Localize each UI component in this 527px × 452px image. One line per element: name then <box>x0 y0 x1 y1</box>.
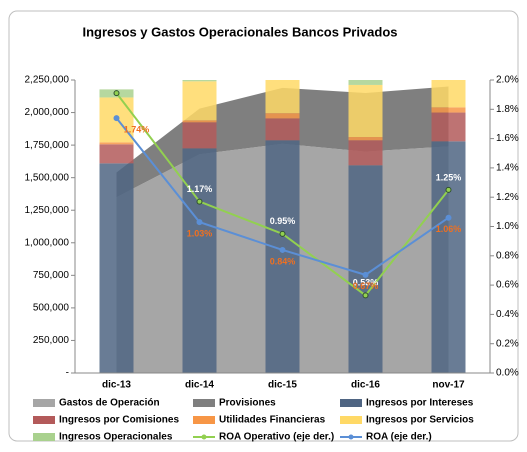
y-tick-label: 2,000,000 <box>25 107 70 118</box>
y-tick-label: 1,000,000 <box>25 237 70 248</box>
bar <box>182 120 217 123</box>
x-tick-label: dic-13 <box>102 380 131 391</box>
bar <box>99 163 134 373</box>
legend-label: Ingresos por Servicios <box>366 415 474 426</box>
data-label: 0.53% <box>353 278 379 288</box>
legend-marker <box>348 434 354 440</box>
y2-tick-label: 1.8% <box>496 104 519 115</box>
bar <box>348 137 383 141</box>
y2-tick-label: 0.6% <box>496 280 519 291</box>
legend-label: Gastos de Operación <box>59 398 160 409</box>
y-tick-label: 250,000 <box>33 335 70 346</box>
bar <box>182 81 217 121</box>
legend-swatch <box>340 416 362 424</box>
y2-tick-label: 2.0% <box>496 75 519 86</box>
data-label: 1.91% <box>102 76 128 86</box>
y2-tick-label: 0.8% <box>496 250 519 261</box>
x-tick-label: dic-15 <box>268 380 297 391</box>
y-tick-label: 500,000 <box>33 303 70 314</box>
y2-tick-label: 0.2% <box>496 338 519 349</box>
line-marker <box>113 115 120 122</box>
x-tick-label: nov-17 <box>432 380 465 391</box>
legend-swatch <box>33 399 55 407</box>
legend-label: Ingresos por Comisiones <box>59 415 179 426</box>
bar <box>265 118 300 141</box>
bar <box>348 140 383 166</box>
bar <box>431 107 466 113</box>
legend-swatch <box>33 433 55 441</box>
bar <box>182 80 217 82</box>
legend-marker <box>201 434 207 440</box>
y2-tick-label: 1.6% <box>496 133 519 144</box>
bar <box>348 84 383 138</box>
legend-swatch <box>33 416 55 424</box>
line-marker <box>362 292 369 299</box>
data-label: 1.74% <box>124 124 150 134</box>
line-marker <box>279 230 286 237</box>
bar <box>265 113 300 119</box>
y-tick-label: 1,250,000 <box>25 205 70 216</box>
line-marker <box>196 219 203 226</box>
legend-label: Ingresos Operacionales <box>59 432 173 443</box>
line-marker <box>113 90 120 97</box>
y-tick-label: 2,250,000 <box>25 75 70 86</box>
legend-label: ROA (eje der.) <box>366 432 432 443</box>
bar <box>348 165 383 373</box>
legend-swatch <box>340 399 362 407</box>
x-tick-label: dic-16 <box>351 380 380 391</box>
data-label: 1.25% <box>436 172 462 182</box>
bar <box>431 80 466 108</box>
bar <box>265 140 300 373</box>
data-label: 0.84% <box>270 256 296 266</box>
plot-area <box>99 80 466 373</box>
chart-title: Ingresos y Gastos Operacionales Bancos P… <box>82 24 397 39</box>
legend-swatch <box>193 416 215 424</box>
data-label: 0.95% <box>270 216 296 226</box>
y-tick-label: 1,500,000 <box>25 172 70 183</box>
bar <box>431 112 466 142</box>
line-marker <box>445 214 452 221</box>
legend-label: Provisiones <box>219 398 276 409</box>
data-label: 0.67% <box>353 281 379 291</box>
x-tick-label: dic-14 <box>185 380 214 391</box>
bar <box>265 80 300 114</box>
legend-swatch <box>193 399 215 407</box>
bar <box>99 142 134 145</box>
bar <box>182 148 217 373</box>
line-marker <box>196 198 203 205</box>
y2-tick-label: 1.2% <box>496 192 519 203</box>
data-label: 1.03% <box>187 228 213 238</box>
data-label: 1.06% <box>436 224 462 234</box>
bar <box>431 141 466 373</box>
y-tick-label: 750,000 <box>33 270 70 281</box>
data-label: 1.17% <box>187 184 213 194</box>
line-marker <box>362 271 369 278</box>
bar <box>182 122 217 149</box>
legend-label: Utilidades Financieras <box>219 415 326 426</box>
bar <box>99 144 134 164</box>
line-marker <box>279 246 286 253</box>
line-marker <box>445 186 452 193</box>
y2-tick-label: 0.4% <box>496 309 519 320</box>
y2-tick-label: 1.0% <box>496 221 519 232</box>
y2-tick-label: 1.4% <box>496 163 519 174</box>
legend-label: Ingresos por Intereses <box>366 398 474 409</box>
bar <box>348 80 383 85</box>
y2-tick-label: 0.0% <box>496 368 519 379</box>
y-tick-label: 1,750,000 <box>25 140 70 151</box>
legend-label: ROA Operativo (eje der.) <box>219 432 334 443</box>
y-tick-label: - <box>66 368 69 379</box>
